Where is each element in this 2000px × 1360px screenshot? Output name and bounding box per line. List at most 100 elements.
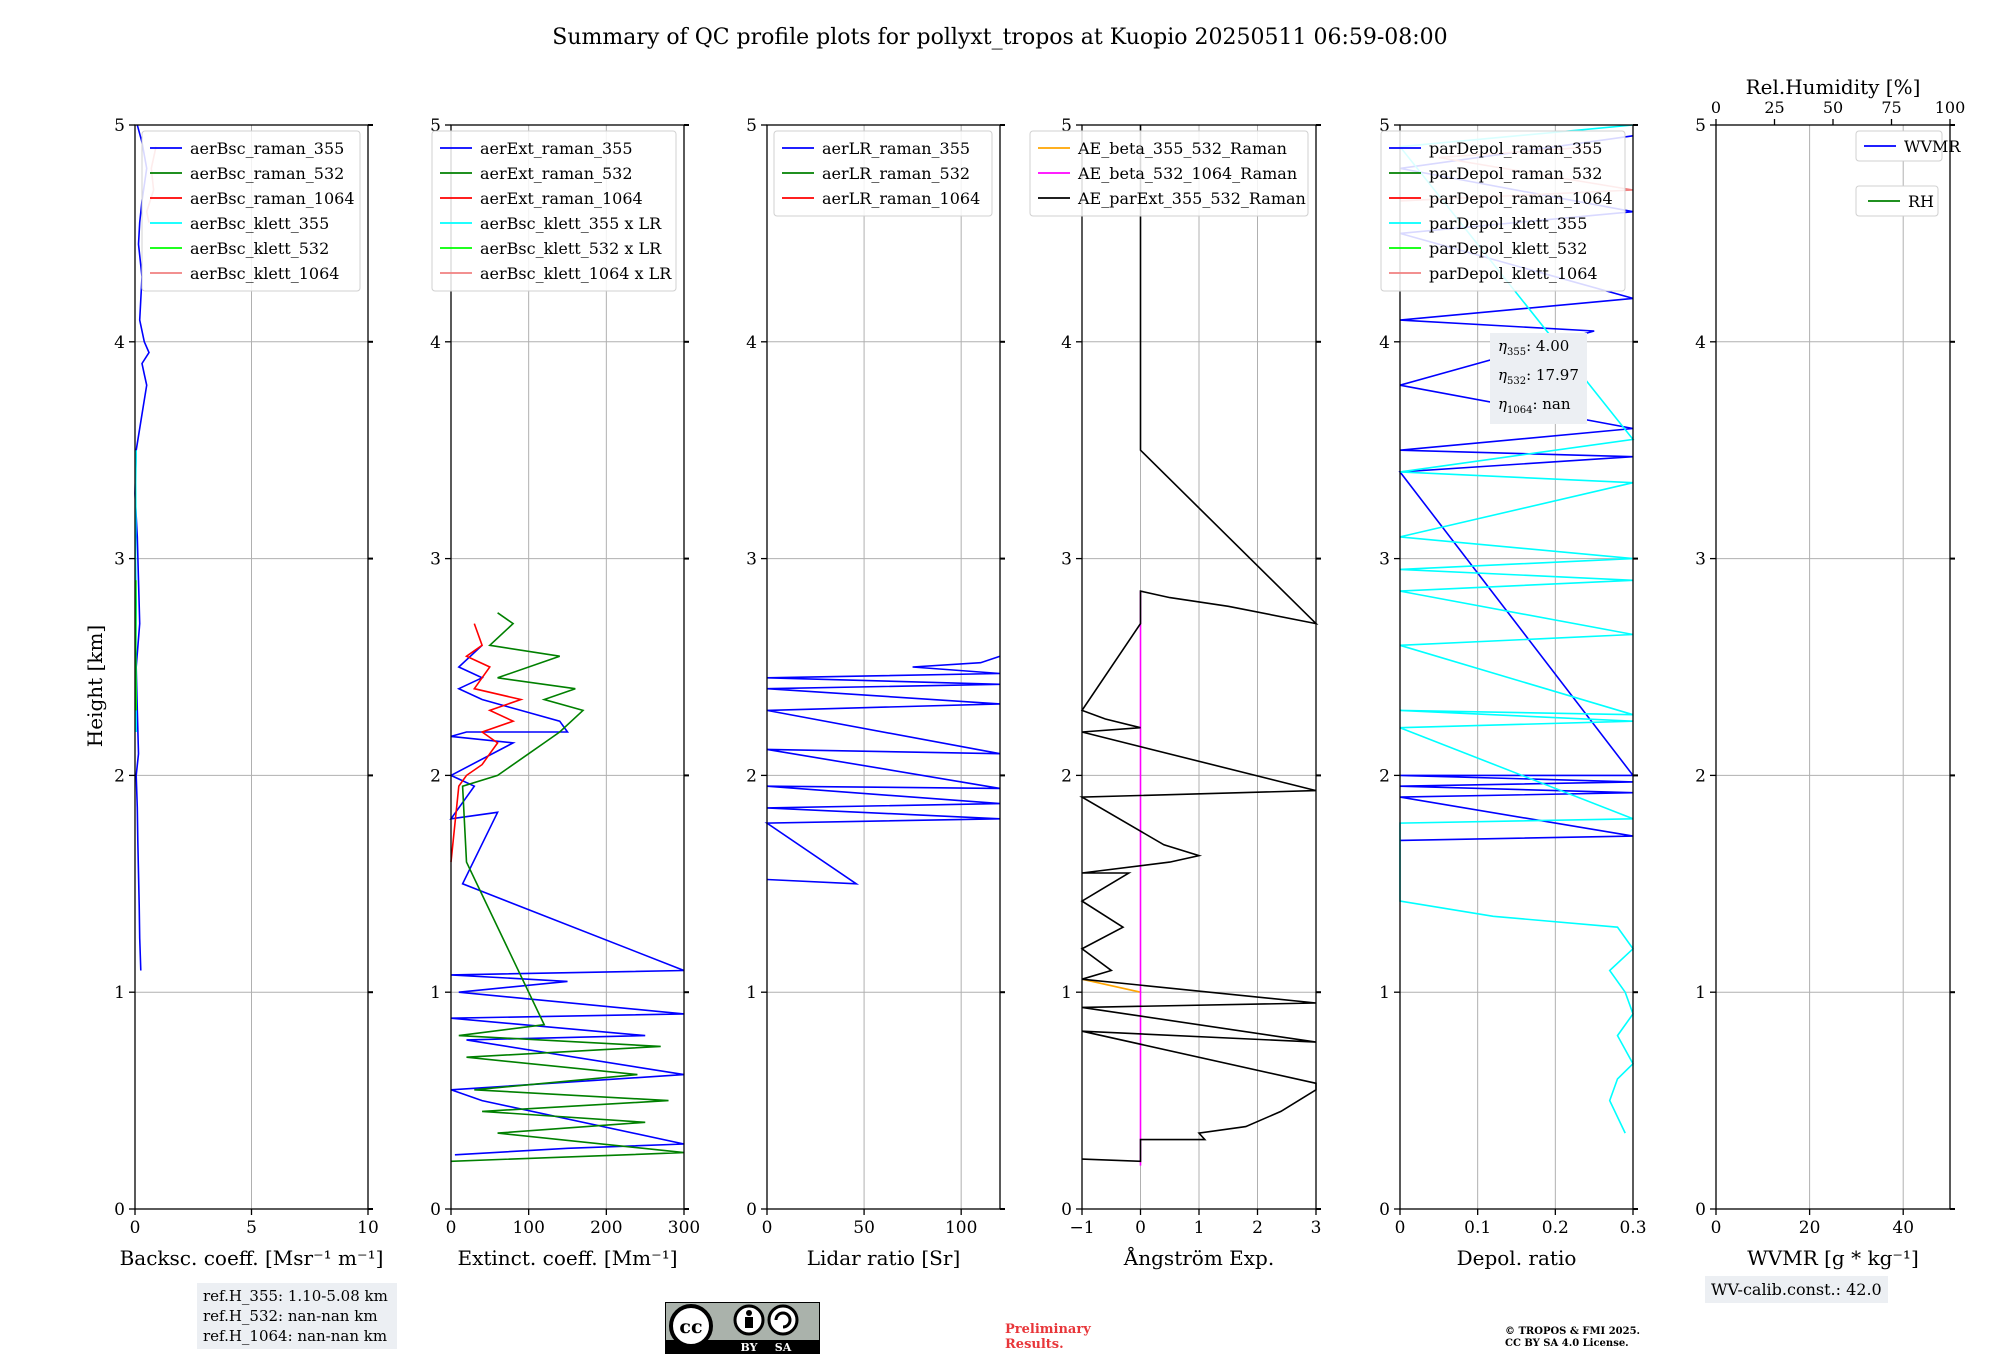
y-tick-label: 2 <box>1379 766 1390 786</box>
x-tick-label: 1 <box>1194 1218 1205 1238</box>
y-tick-label: 5 <box>430 116 441 136</box>
axes-frame <box>1399 124 1634 1210</box>
series-line-aerExt_raman_532 <box>450 612 685 1163</box>
legend-label: parDepol_raman_1064 <box>1429 189 1613 208</box>
x-tick-label: 200 <box>590 1218 622 1238</box>
series-line-parDepol_klett_355 <box>1398 124 1635 1134</box>
x2-tick-label: 0 <box>1711 98 1721 117</box>
legend-label: aerBsc_raman_1064 <box>190 189 355 208</box>
legend-box <box>141 130 361 292</box>
x-tick-label: 10 <box>357 1218 379 1238</box>
eta-532: η532: 17.97 <box>1498 366 1579 387</box>
x-tick-label: 100 <box>512 1218 544 1238</box>
y-tick-label: 0 <box>430 1200 441 1220</box>
panel-5: 0 0.1 0.2 0.3 0 1 2 3 4 5 Depol. ratio parDepol_ram… <box>1379 116 1646 1270</box>
legend-box <box>773 130 993 217</box>
y-tick-label: 0 <box>1061 1200 1072 1220</box>
reference-height-box: ref.H_355: 1.10-5.08 km ref.H_532: nan-n… <box>197 1283 397 1349</box>
legend-label: aerLR_raman_532 <box>822 164 970 183</box>
x2-axis-label: Rel.Humidity [%] <box>1746 75 1921 99</box>
y-tick-label: 0 <box>114 1200 125 1220</box>
svg-text:BY: BY <box>741 1341 758 1354</box>
x-axis-label: Depol. ratio <box>1457 1246 1577 1270</box>
svg-text:SA: SA <box>775 1341 792 1354</box>
legend-label: aerBsc_klett_532 x LR <box>480 239 662 258</box>
legend-label: aerExt_raman_1064 <box>480 189 643 208</box>
legend-label: aerLR_raman_1064 <box>822 189 980 208</box>
y-tick-label: 3 <box>1695 550 1706 570</box>
x-tick-label: 300 <box>668 1218 700 1238</box>
y-tick-label: 2 <box>746 766 757 786</box>
legend-box <box>1029 130 1309 217</box>
legend-label: parDepol_raman_532 <box>1429 164 1602 183</box>
x-axis-label: WVMR [g * kg⁻¹] <box>1747 1246 1919 1270</box>
ref-height-355: ref.H_355: 1.10-5.08 km <box>203 1287 388 1305</box>
x-tick-label: 0.1 <box>1464 1218 1491 1238</box>
legend-label: WVMR <box>1904 137 1961 156</box>
y-tick-label: 3 <box>746 550 757 570</box>
x-tick-label: 0 <box>1711 1218 1722 1238</box>
y-tick-label: 3 <box>430 550 441 570</box>
y-tick-label: 1 <box>430 983 441 1003</box>
x-axis-label: Backsc. coeff. [Msr⁻¹ m⁻¹] <box>120 1246 384 1270</box>
series-line-aerBsc_klett_532 <box>134 580 137 711</box>
legend-label: parDepol_klett_532 <box>1429 239 1587 258</box>
x-tick-label: 2 <box>1252 1218 1263 1238</box>
y-tick-label: 0 <box>1695 1200 1706 1220</box>
preliminary-line-1: Preliminary <box>1005 1322 1091 1337</box>
panel-6: 0 20 40 0 1 2 3 4 5 WVMR [g * kg⁻¹] 0 25 50 75 100 Rel.… <box>1695 75 1965 1270</box>
legend-label: aerLR_raman_355 <box>822 139 970 158</box>
y-tick-label: 3 <box>114 550 125 570</box>
y-tick-label: 4 <box>1695 333 1706 353</box>
x-axis-label: Lidar ratio [Sr] <box>807 1246 961 1270</box>
y-tick-label: 1 <box>746 983 757 1003</box>
y-tick-label: 4 <box>430 333 441 353</box>
y-tick-label: 2 <box>430 766 441 786</box>
x-tick-label: 100 <box>945 1218 977 1238</box>
cc-icon <box>669 1304 713 1348</box>
x2-tick-label: 50 <box>1823 98 1843 117</box>
panel-2: 0 100 200 300 0 1 2 3 4 5 Extinct. coeff. [Mm⁻¹] ae… <box>430 116 700 1270</box>
y-tick-label: 2 <box>1695 766 1706 786</box>
y-tick-label: 5 <box>114 116 125 136</box>
cc-by-sa-license-badge: cc BY SA <box>665 1302 820 1354</box>
y-tick-label: 4 <box>1061 333 1072 353</box>
x-tick-label: 0.3 <box>1619 1218 1646 1238</box>
figure-title: Summary of QC profile plots for pollyxt_… <box>552 25 1447 50</box>
legend-label: parDepol_klett_355 <box>1429 214 1587 233</box>
x2-tick-label: 25 <box>1764 98 1784 117</box>
y-tick-label: 3 <box>1061 550 1072 570</box>
y-tick-label: 1 <box>1379 983 1390 1003</box>
y-tick-label: 4 <box>746 333 757 353</box>
x-tick-label: 0 <box>446 1218 457 1238</box>
x-tick-label: −1 <box>1069 1218 1094 1238</box>
legend-label: aerBsc_klett_532 <box>190 239 329 258</box>
y-tick-label: 5 <box>1061 116 1072 136</box>
x-tick-label: 20 <box>1799 1218 1821 1238</box>
x-axis-label: Ångström Exp. <box>1123 1245 1274 1270</box>
y-tick-label: 4 <box>114 333 125 353</box>
y-tick-label: 5 <box>1695 116 1706 136</box>
preliminary-note: Preliminary Results. <box>1005 1322 1091 1352</box>
legend-label: aerExt_raman_355 <box>480 139 633 158</box>
legend-box <box>1380 130 1626 292</box>
legend-label: aerBsc_klett_1064 x LR <box>480 264 672 283</box>
axes-frame <box>450 124 685 1210</box>
x2-tick-label: 75 <box>1881 98 1901 117</box>
series-line-aerExt_raman_355 <box>449 644 685 1156</box>
legend-label: aerBsc_klett_355 x LR <box>480 214 662 233</box>
y-tick-label: 1 <box>1695 983 1706 1003</box>
legend-label: AE_beta_355_532_Raman <box>1077 139 1287 158</box>
eta-355: η355: 4.00 <box>1498 337 1570 358</box>
eta-1064: η1064: nan <box>1498 395 1571 416</box>
y-tick-label: 3 <box>1379 550 1390 570</box>
copyright-line-1: © TROPOS & FMI 2025. <box>1505 1326 1641 1337</box>
x-tick-label: 50 <box>853 1218 875 1238</box>
x-tick-label: 0.2 <box>1542 1218 1569 1238</box>
legend-label: aerBsc_klett_355 <box>190 214 329 233</box>
y-tick-label: 5 <box>746 116 757 136</box>
copyright-note: © TROPOS & FMI 2025. CC BY SA 4.0 Licens… <box>1505 1326 1640 1350</box>
